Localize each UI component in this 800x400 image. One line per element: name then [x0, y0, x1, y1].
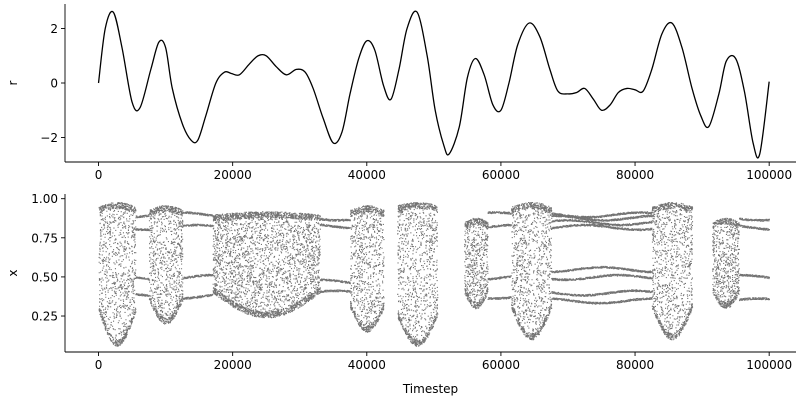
x-tick-label: 40000 [348, 168, 386, 182]
x-tick-label: 0 [95, 358, 103, 372]
y-tick-label: 2 [50, 22, 58, 36]
x-axis-label: Timestep [402, 382, 458, 396]
x-tick-label: 40000 [348, 358, 386, 372]
x-tick-label: 60000 [482, 168, 520, 182]
scatter-point-cloud [98, 202, 771, 347]
y-tick-label: 1.00 [31, 192, 58, 206]
y-tick-label: 0.75 [31, 231, 58, 245]
y-tick-label: 0.25 [31, 310, 58, 324]
r-series-line [97, 10, 770, 159]
scatter-points [98, 202, 771, 347]
y-axis-label: r [6, 80, 20, 85]
x-tick-label: 100000 [746, 358, 792, 372]
x-tick-label: 60000 [482, 358, 520, 372]
r-timeseries-panel: 0 20000 40000 60000 80000 100000 −2 0 2 r [6, 4, 796, 182]
y-tick-label: 0.50 [31, 270, 58, 284]
x-tick-label: 20000 [214, 358, 252, 372]
y-tick-label: −2 [40, 131, 58, 145]
x-tick-label: 80000 [616, 358, 654, 372]
x-scatter-panel: 0 20000 40000 60000 80000 100000 0.25 0.50 0.75 1… [6, 192, 796, 396]
x-tick-label: 80000 [616, 168, 654, 182]
y-tick-label: 0 [50, 77, 58, 91]
x-tick-label: 100000 [746, 168, 792, 182]
x-tick-label: 0 [95, 168, 103, 182]
x-tick-label: 20000 [214, 168, 252, 182]
y-axis-label: x [6, 269, 20, 276]
